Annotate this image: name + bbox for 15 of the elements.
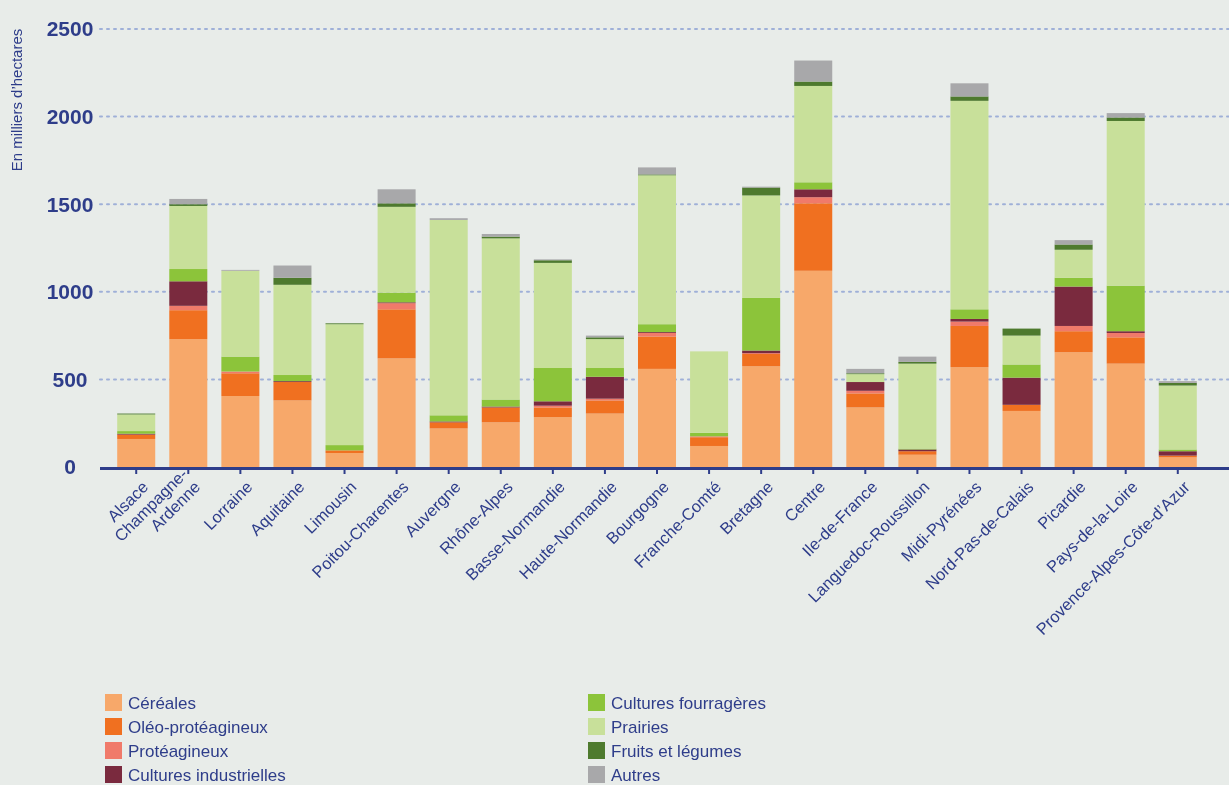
legend-label: Autres bbox=[611, 765, 661, 785]
y-tick-label: 500 bbox=[52, 367, 88, 391]
y-tick-label: 0 bbox=[64, 455, 76, 479]
legend-label: Protéagineux bbox=[128, 741, 229, 761]
y-tick-label: 2500 bbox=[46, 17, 94, 41]
y-tick-label: 1000 bbox=[46, 280, 94, 304]
legend-label: Prairies bbox=[611, 717, 669, 737]
legend-label: Cultures fourragères bbox=[611, 693, 766, 713]
y-tick-label: 2000 bbox=[46, 104, 94, 128]
legend-label: Cultures industrielles bbox=[128, 765, 286, 785]
legend-label: Céréales bbox=[128, 693, 197, 713]
legend-label: Fruits et légumes bbox=[611, 741, 742, 761]
legend-label: Oléo-protéagineux bbox=[128, 717, 269, 737]
y-axis-title: En milliers d’hectares bbox=[8, 28, 25, 172]
y-tick-label: 1500 bbox=[46, 192, 94, 216]
